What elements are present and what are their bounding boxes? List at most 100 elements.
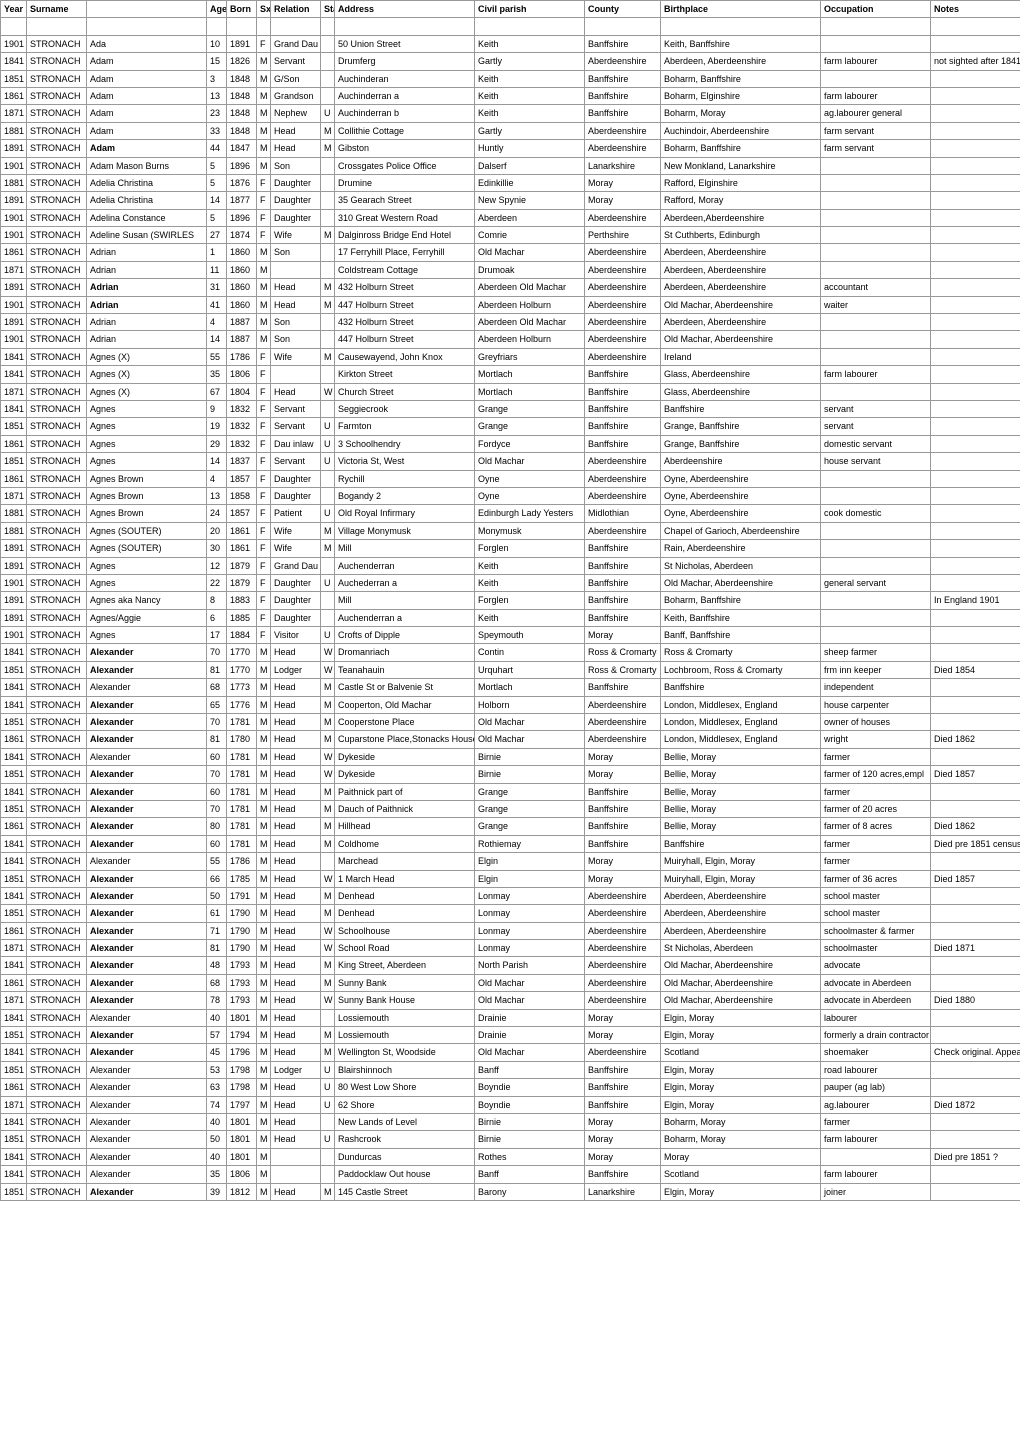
table-cell bbox=[321, 1166, 335, 1183]
table-cell: 29 bbox=[207, 435, 227, 452]
table-cell: Adelina Constance bbox=[87, 209, 207, 226]
table-cell: 1861 bbox=[1, 435, 27, 452]
table-cell: Ireland bbox=[661, 348, 821, 365]
table-cell: 1790 bbox=[227, 940, 257, 957]
table-cell: Alexander bbox=[87, 644, 207, 661]
table-cell: 5 bbox=[207, 174, 227, 191]
table-cell: Alexander bbox=[87, 818, 207, 835]
table-cell: Gartly bbox=[475, 122, 585, 139]
table-cell: Old Machar, Aberdeenshire bbox=[661, 974, 821, 991]
table-cell: Daughter bbox=[271, 574, 321, 591]
table-cell: Head bbox=[271, 974, 321, 991]
table-cell: 17 bbox=[207, 627, 227, 644]
table-cell: Adam Mason Burns bbox=[87, 157, 207, 174]
table-cell: Aberdeenshire bbox=[585, 887, 661, 904]
table-cell: STRONACH bbox=[27, 1096, 87, 1113]
table-cell: M bbox=[321, 714, 335, 731]
table-cell: 1891 bbox=[1, 592, 27, 609]
table-cell: schoolmaster & farmer bbox=[821, 922, 931, 939]
table-cell bbox=[321, 87, 335, 104]
table-cell: 1851 bbox=[1, 1061, 27, 1078]
table-cell: Daughter bbox=[271, 609, 321, 626]
table-cell: Aberdeenshire bbox=[661, 453, 821, 470]
table-cell: 55 bbox=[207, 853, 227, 870]
table-cell: farm servant bbox=[821, 122, 931, 139]
table-cell: Ross & Cromarty bbox=[585, 644, 661, 661]
table-cell: 1798 bbox=[227, 1079, 257, 1096]
table-cell: Auchindoir, Aberdeenshire bbox=[661, 122, 821, 139]
table-cell: Head bbox=[271, 644, 321, 661]
table-cell: farm labourer bbox=[821, 366, 931, 383]
table-cell: New Monkland, Lanarkshire bbox=[661, 157, 821, 174]
table-cell: Banffshire bbox=[585, 800, 661, 817]
table-cell: Old Machar, Aberdeenshire bbox=[661, 296, 821, 313]
table-row: 1871STRONACHAlexander811790MHeadWSchool … bbox=[1, 940, 1020, 957]
table-cell bbox=[321, 470, 335, 487]
table-cell: M bbox=[321, 731, 335, 748]
table-cell: Perthshire bbox=[585, 227, 661, 244]
table-cell bbox=[321, 35, 335, 52]
table-cell: Grange, Banffshire bbox=[661, 435, 821, 452]
table-cell: M bbox=[321, 1183, 335, 1200]
table-cell: 1858 bbox=[227, 487, 257, 504]
table-row: 1841STRONACHAlexander701770MHeadWDromanr… bbox=[1, 644, 1020, 661]
table-cell: 1791 bbox=[227, 887, 257, 904]
table-cell: 1861 bbox=[227, 540, 257, 557]
table-cell: Mortlach bbox=[475, 366, 585, 383]
table-cell: 67 bbox=[207, 383, 227, 400]
table-cell: joiner bbox=[821, 1183, 931, 1200]
table-cell: F bbox=[257, 400, 271, 417]
table-cell bbox=[931, 157, 1020, 174]
table-cell: M bbox=[257, 1044, 271, 1061]
table-cell bbox=[931, 192, 1020, 209]
table-cell: F bbox=[257, 592, 271, 609]
table-cell: M bbox=[257, 696, 271, 713]
table-cell: Aberdeen,Aberdeenshire bbox=[661, 209, 821, 226]
table-row: 1881STRONACHAdelia Christina51876FDaught… bbox=[1, 174, 1020, 191]
table-cell: Lodger bbox=[271, 661, 321, 678]
table-cell: 62 Shore bbox=[335, 1096, 475, 1113]
table-cell bbox=[821, 244, 931, 261]
table-cell: Agnes (SOUTER) bbox=[87, 540, 207, 557]
table-row: 1841STRONACHAlexander481793MHeadMKing St… bbox=[1, 957, 1020, 974]
table-cell: Agnes bbox=[87, 627, 207, 644]
table-cell: 1851 bbox=[1, 70, 27, 87]
table-cell: Alexander bbox=[87, 905, 207, 922]
table-cell bbox=[821, 331, 931, 348]
table-cell: Glass, Aberdeenshire bbox=[661, 366, 821, 383]
table-cell: Head bbox=[271, 122, 321, 139]
table-cell: M bbox=[257, 1061, 271, 1078]
table-cell: Old Machar bbox=[475, 714, 585, 731]
table-cell bbox=[931, 400, 1020, 417]
table-cell: M bbox=[257, 105, 271, 122]
table-cell bbox=[271, 261, 321, 278]
table-row: 1851STRONACHAgnes191832FServantUFarmtonG… bbox=[1, 418, 1020, 435]
table-cell: 39 bbox=[207, 1183, 227, 1200]
table-cell: STRONACH bbox=[27, 174, 87, 191]
table-cell: Elgin, Moray bbox=[661, 1079, 821, 1096]
table-row: 1861STRONACHAlexander681793MHeadMSunny B… bbox=[1, 974, 1020, 991]
table-row: 1841STRONACHAlexander651776MHeadMCoopert… bbox=[1, 696, 1020, 713]
table-cell: 40 bbox=[207, 1009, 227, 1026]
table-cell: STRONACH bbox=[27, 940, 87, 957]
table-cell: Lonmay bbox=[475, 940, 585, 957]
table-cell: Alexander bbox=[87, 1044, 207, 1061]
table-cell: Aberdeen Old Machar bbox=[475, 314, 585, 331]
table-cell: Moray bbox=[585, 627, 661, 644]
table-cell: 50 bbox=[207, 887, 227, 904]
table-row: 1841STRONACHAlexander601781MHeadMColdhom… bbox=[1, 835, 1020, 852]
table-cell bbox=[931, 383, 1020, 400]
table-cell bbox=[321, 331, 335, 348]
table-cell: Drainie bbox=[475, 1009, 585, 1026]
table-cell: M bbox=[321, 522, 335, 539]
table-cell: Head bbox=[271, 1114, 321, 1131]
column-header: Sx bbox=[257, 1, 271, 18]
table-cell: M bbox=[257, 296, 271, 313]
table-cell: Aberdeenshire bbox=[585, 714, 661, 731]
table-cell bbox=[321, 366, 335, 383]
table-cell: farmer of 120 acres,empl bbox=[821, 766, 931, 783]
table-cell bbox=[321, 53, 335, 70]
table-cell: STRONACH bbox=[27, 766, 87, 783]
table-cell: Died 1862 bbox=[931, 731, 1020, 748]
table-cell: Banffshire bbox=[585, 1096, 661, 1113]
